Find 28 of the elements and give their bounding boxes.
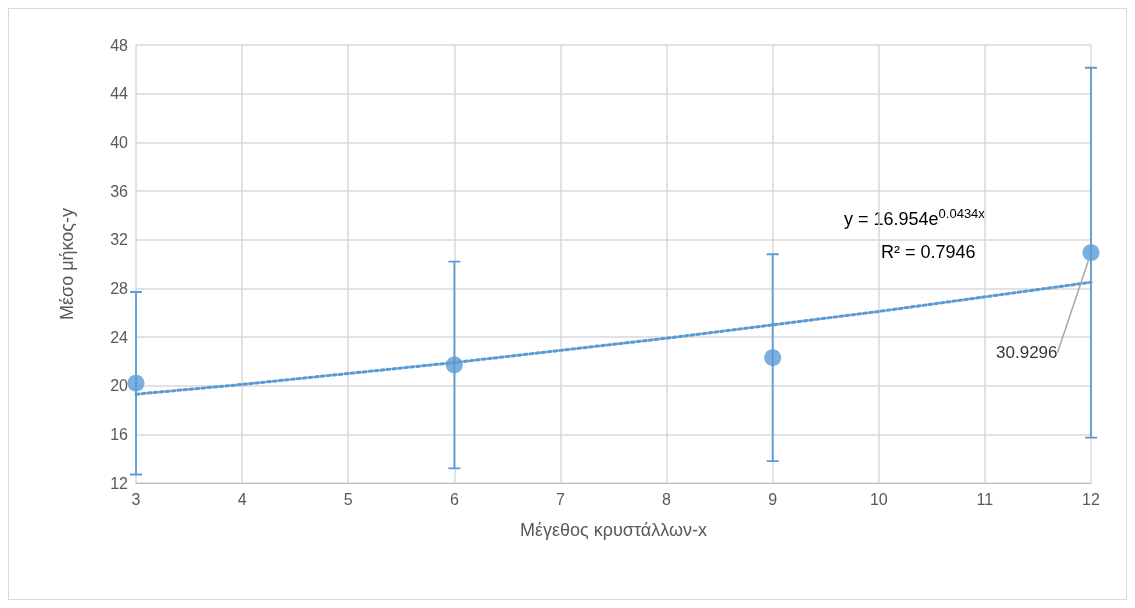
x-tick-label: 10 — [869, 490, 888, 508]
y-tick-label: 36 — [110, 182, 129, 200]
point — [445, 356, 463, 374]
y-tick-label: 12 — [110, 474, 129, 492]
y-tick-label: 16 — [110, 425, 129, 443]
annotation: R² = 0.7946 — [881, 242, 976, 262]
x-tick-label: 12 — [1082, 490, 1100, 508]
y-tick-label: 44 — [110, 85, 129, 103]
y-tick-label: 28 — [110, 279, 129, 297]
x-tick-label: 8 — [662, 490, 672, 508]
x-tick-label: 5 — [343, 490, 353, 508]
x-tick-label: 4 — [237, 490, 247, 508]
x-axis-title: Μέγεθος κρυστάλλων-x — [520, 520, 707, 540]
point — [127, 374, 145, 392]
y-tick-label: 20 — [110, 377, 129, 395]
data-label: 30.9296 — [996, 343, 1058, 363]
point — [764, 349, 782, 367]
x-tick-label: 11 — [976, 490, 994, 508]
y-axis-title: Μέσο μήκος-y — [57, 208, 77, 320]
x-tick-label: 7 — [555, 490, 565, 508]
x-tick-label: 6 — [449, 490, 459, 508]
y-tick-label: 40 — [110, 133, 129, 151]
y-tick-label: 48 — [110, 36, 129, 54]
y-tick-label: 32 — [110, 231, 129, 249]
x-tick-label: 9 — [768, 490, 778, 508]
point — [1082, 244, 1100, 262]
x-tick-label: 3 — [131, 490, 141, 508]
y-tick-label: 24 — [110, 328, 129, 346]
